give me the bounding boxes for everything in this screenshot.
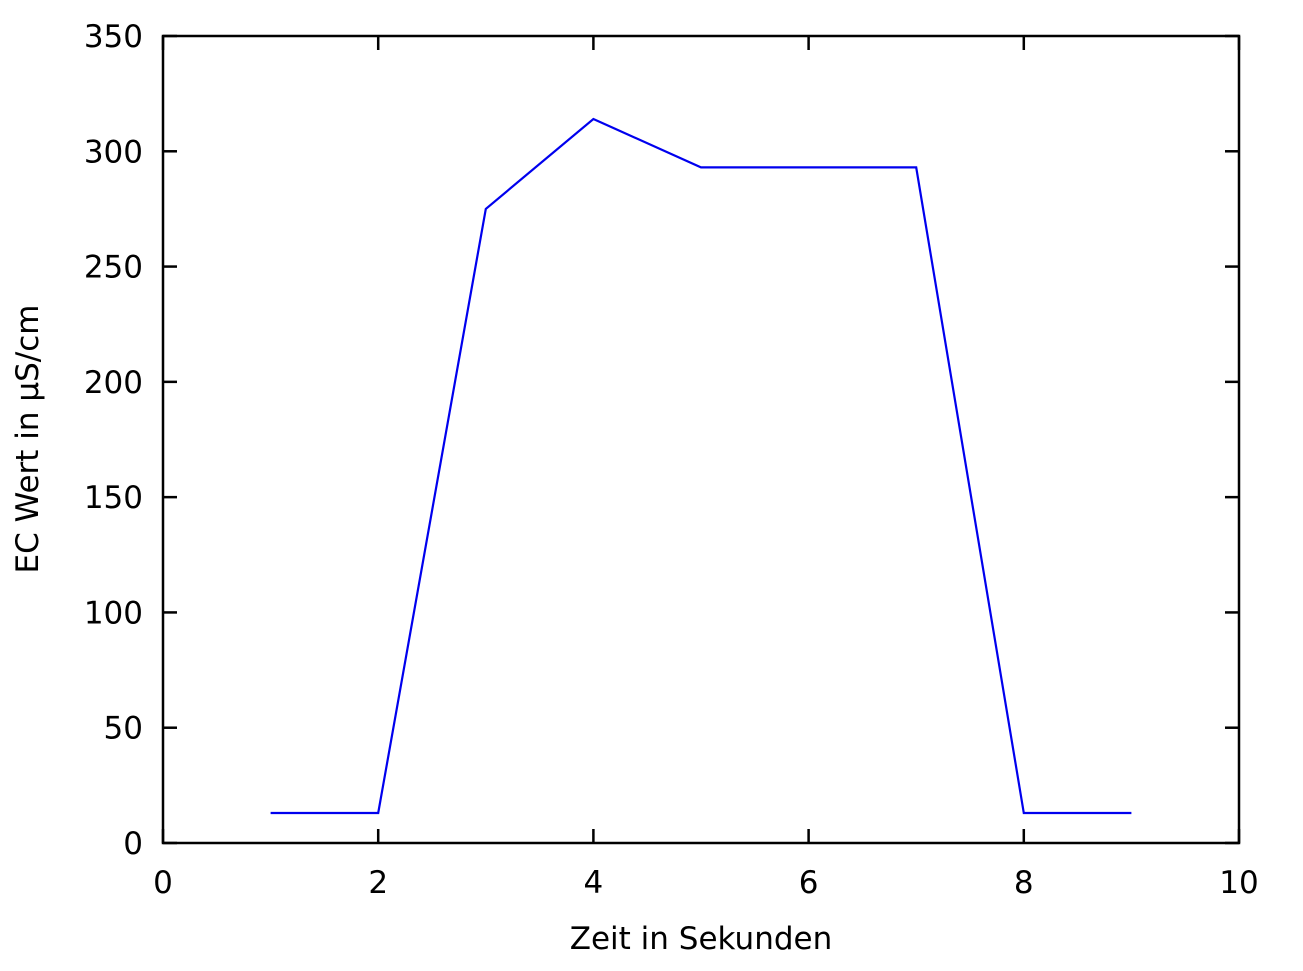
x-tick-label: 8	[1014, 865, 1034, 901]
y-axis-title: EC Wert in µS/cm	[10, 305, 46, 574]
y-tick-label: 250	[84, 250, 143, 286]
plot-frame	[161, 34, 1241, 845]
x-tick-label: 2	[368, 865, 388, 901]
x-tick-label: 0	[153, 865, 173, 901]
x-tick-label: 6	[799, 865, 819, 901]
y-tick-label: 300	[84, 134, 143, 170]
y-tick-label: 50	[104, 711, 143, 747]
y-tick-label: 350	[84, 19, 143, 55]
y-tick-label: 200	[84, 365, 143, 401]
x-tick-label: 4	[584, 865, 604, 901]
y-tick-label: 100	[84, 595, 143, 631]
x-axis-title: Zeit in Sekunden	[570, 921, 833, 957]
x-tick-label: 10	[1219, 865, 1258, 901]
y-tick-label: 0	[123, 826, 143, 862]
series-line	[270, 117, 1132, 815]
y-tick-label: 150	[84, 480, 143, 516]
series-layer	[270, 117, 1132, 815]
